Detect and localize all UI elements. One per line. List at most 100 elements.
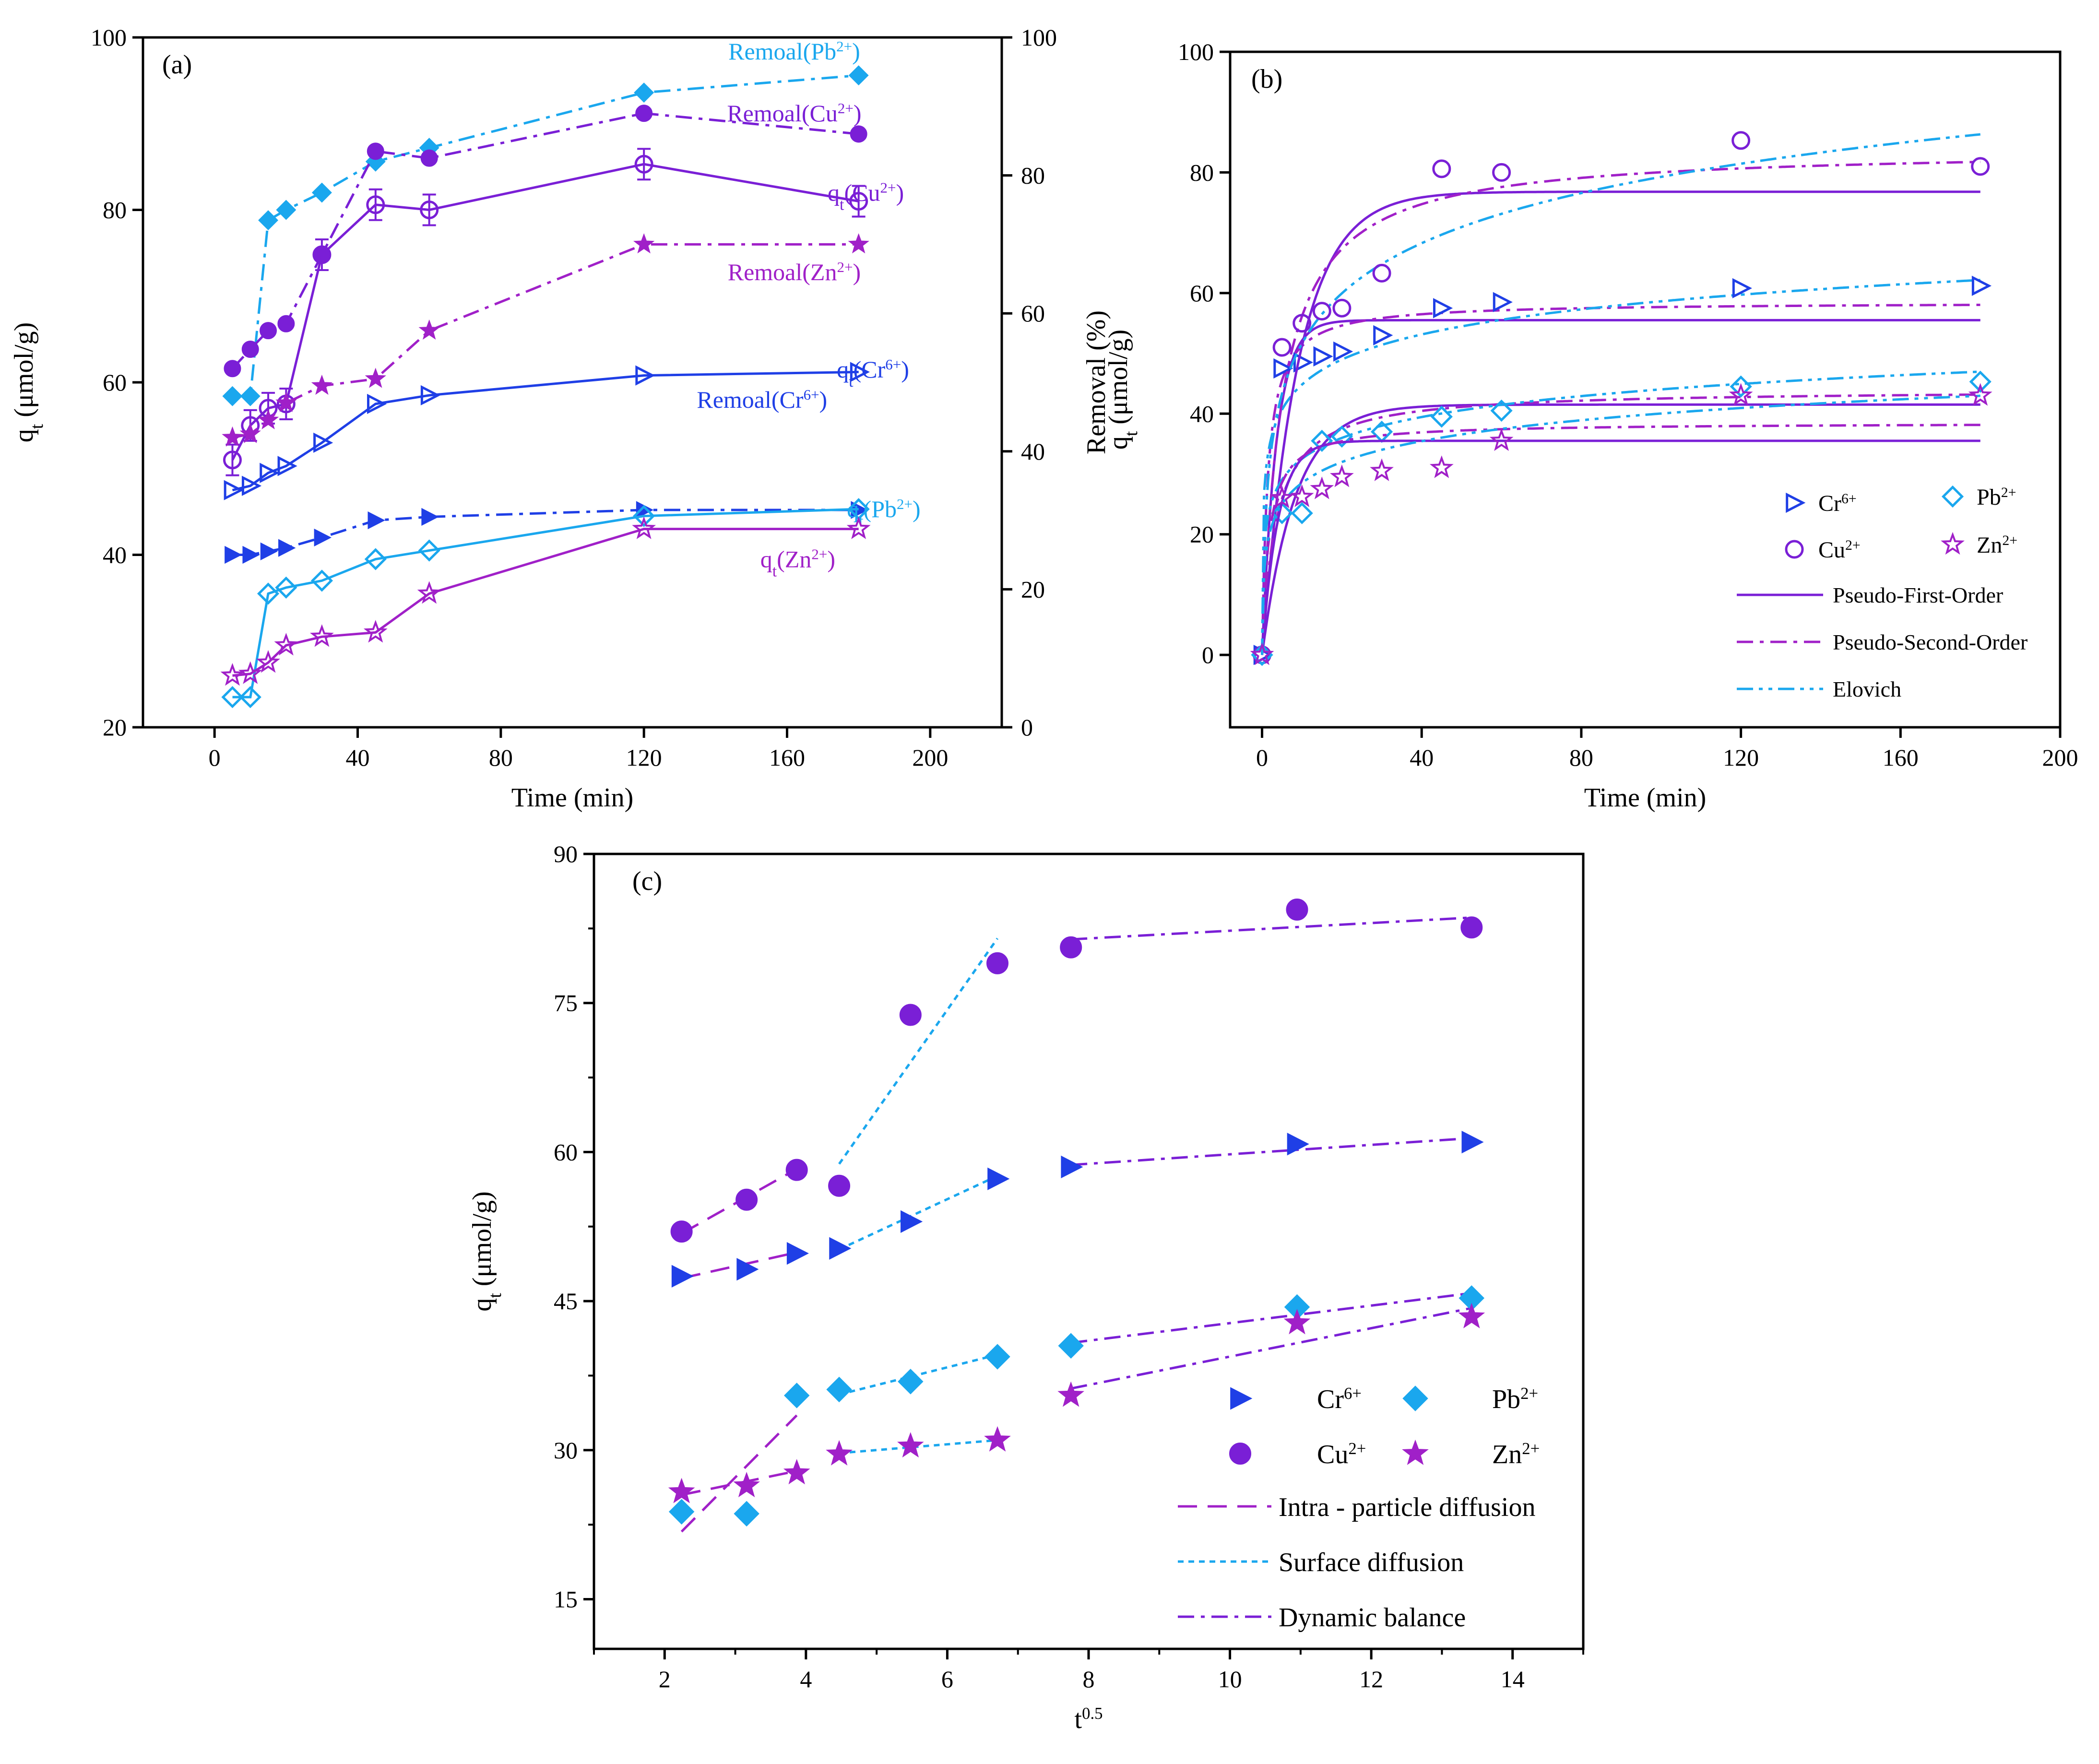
series-label-part: Cr [780,386,804,413]
panel-label: (b) [1251,64,1282,94]
data-point [849,192,868,211]
y2-axis-label-part: Removal (%) [1081,310,1111,454]
y-tick-label-part: 40 [103,542,127,568]
data-point [987,1167,1010,1190]
y2-tick-label: 20 [1021,576,1045,603]
legend-label-part: 2+ [1348,1439,1366,1458]
data-point [670,1220,693,1243]
y-tick-label: 80 [103,197,127,224]
data-point [222,386,243,406]
data-point [420,201,439,219]
data-point [1971,157,1990,176]
data-point [1429,455,1454,478]
y2-tick-label-part: 0 [1021,714,1033,741]
x-tick-label-part: 4 [800,1666,812,1693]
series-label-part: ( [803,38,811,65]
series-label-part: ) [896,179,904,206]
series-Remoal(Zn²⁺): Remoal(Zn2+) [222,233,869,447]
data-point [224,480,244,500]
data-point [365,367,386,388]
series-label-part: q [828,179,840,206]
data-point [1372,263,1391,283]
y2-tick-label-part: 80 [1021,162,1045,189]
data-point [826,1440,853,1466]
data-point [1730,375,1752,398]
x-tick-label: 80 [489,744,513,771]
data-point [1293,352,1314,373]
data-point [1460,916,1483,939]
y-axis-label: qt (μmol/g) [1103,330,1141,450]
legend-label-part: Cu [1317,1440,1348,1469]
data-point [239,423,261,443]
series-line [232,370,859,492]
fit-line-intra [681,1251,797,1279]
fit-curve-elovich [1261,279,1980,655]
y-axis-label-part: (μmol/g) [9,322,39,424]
series-label-part: ) [901,356,909,383]
legend-label-part: 6+ [1344,1384,1362,1403]
data-point [274,633,298,656]
data-point [225,545,242,564]
x-tick-label: 160 [769,744,805,771]
data-point [898,1369,924,1395]
data-point [984,1344,1010,1370]
y-tick-label: 40 [103,542,127,568]
series-qt(Cr⁶⁺): qt(Cr6+) [224,356,909,500]
data-point [1333,341,1353,362]
x-tick-label-part: 200 [912,744,948,771]
data-point [421,508,439,526]
series-Remoal(Cr⁶⁺): Remoal(Cr6+) [225,386,868,564]
series-label-part: t [849,373,854,391]
y-tick-label: 75 [554,990,578,1017]
data-point [848,65,869,86]
fit-line-dynamic [1070,1307,1472,1390]
data-point [310,624,334,647]
series-qt(Pb²⁺): qt(Pb2+) [221,496,921,709]
series-label-part: Zn [785,545,812,572]
plot-frame [593,852,1585,1650]
data-point [1732,278,1752,298]
legend-label-part: 2+ [2001,485,2016,500]
data-point [257,409,279,429]
fit-line-dynamic [1071,1137,1472,1166]
series-label-part: Remoal [697,386,771,413]
series-label-part: 2+ [811,545,827,562]
data-point [1270,485,1294,509]
data-point [986,952,1009,974]
data-point [733,1472,760,1498]
y-tick-label: 60 [1190,280,1214,307]
series-Cr⁶⁺ [1253,275,1992,665]
series-Remoal(Cu²⁺): Remoal(Cu2+) [224,100,867,378]
data-point [418,319,440,340]
series-label-part: 2+ [838,100,854,117]
data-point [368,511,385,530]
data-point [1250,642,1274,665]
data-point [826,1376,852,1403]
data-point [312,245,332,264]
fit-curve-pfo [1261,439,1980,655]
fit-curve-pfo [1261,190,1980,655]
fit-curve-pso [1261,161,1980,655]
series-label-part: ) [853,259,861,285]
data-point [1290,484,1314,507]
legend-marker [1786,492,1806,513]
series-label-part: ( [777,545,785,572]
y-tick-label: 20 [1190,521,1214,548]
x-tick-label: 120 [1723,744,1759,771]
series-line [232,508,859,698]
y-tick-label: 60 [103,369,127,396]
fit-curve-elovich [1261,133,1980,655]
data-point [899,1004,922,1026]
series-label-part: Cr [861,356,885,383]
data-point [417,581,441,604]
data-point [367,393,387,414]
x-tick-label-part: 160 [1883,744,1919,771]
data-point [1311,429,1333,452]
legend-label-part: 2+ [1522,1439,1540,1458]
series-qt(Zn²⁺): qt(Zn2+) [220,516,871,686]
legend-line-label-part: Pseudo-First-Order [1833,583,2003,607]
data-point [224,360,241,378]
y-tick-label: 100 [91,24,127,51]
data-point [220,663,245,686]
y-tick-label-part: 75 [554,990,578,1017]
